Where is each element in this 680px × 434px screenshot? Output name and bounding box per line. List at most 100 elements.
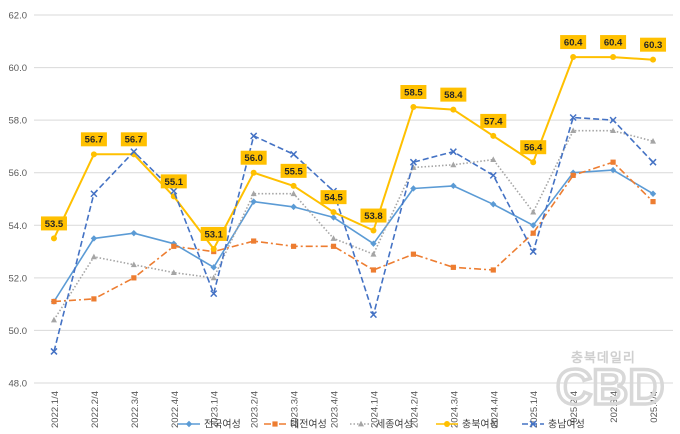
data-point [250,132,258,140]
data-point [171,243,177,249]
y-tick-label: 58.0 [9,116,28,127]
y-tick-label: 60.0 [9,63,28,74]
data-point [370,240,377,247]
data-label-text: 53.1 [204,229,223,240]
data-point [250,169,257,176]
legend-label: 세종여성 [376,419,413,431]
data-label-text: 53.5 [45,219,64,230]
data-point [50,347,58,355]
data-point [529,248,537,256]
data-label: 53.5 [40,216,67,231]
data-label-text: 56.7 [85,135,104,146]
x-tick-label: 2025.1/4 [529,391,540,428]
data-point [650,56,657,63]
data-label-text: 55.5 [284,166,303,177]
data-label: 53.1 [200,226,227,241]
data-point [210,274,217,281]
data-label-box [240,150,267,165]
data-point [51,298,57,305]
data-point [490,201,497,208]
data-label-text: 54.5 [324,193,343,204]
series-세종여성 [50,127,657,323]
x-tick-label: 2022.4/4 [170,391,181,428]
x-tick-label: 2024.2/4 [409,391,420,428]
data-point [250,198,257,205]
data-label-box [480,113,507,128]
y-tick-label: 50.0 [9,326,28,337]
data-point [290,190,297,197]
data-label-text: 60.4 [604,37,623,48]
data-point [610,54,617,61]
data-point [530,208,537,215]
legend-entry: 충북여성 [436,419,499,431]
data-label: 60.3 [640,37,667,52]
data-label: 58.5 [400,85,427,99]
data-label-box [120,132,147,147]
data-label: 56.7 [120,132,147,147]
data-point [410,251,417,257]
x-tick-label: 2022.3/4 [130,391,141,428]
x-tick-label: 2023.2/4 [250,391,261,428]
data-label-box [80,132,107,147]
legend-label: 대전여성 [290,419,327,431]
data-point [358,420,364,427]
data-label-box [440,87,467,102]
series-line [53,116,654,352]
x-tick-label: 025.2/4 [569,391,580,423]
data-point [90,190,98,198]
data-point [650,137,657,144]
data-point [610,159,616,165]
data-point [450,106,457,113]
data-point [290,150,298,158]
data-point [330,243,337,249]
data-point [170,187,178,195]
data-point [210,245,217,252]
data-label-box [40,216,67,231]
x-tick-label: 202.3/4 [609,391,620,423]
y-tick-label: 56.0 [9,168,28,179]
series-전국여성 [50,166,657,305]
watermark-big-text: CBD [556,359,664,415]
data-label-box [360,208,387,223]
data-label-text: 53.8 [364,211,383,222]
data-label-box [200,226,227,241]
data-label: 56.0 [240,150,267,165]
data-point [610,127,617,134]
data-label: 60.4 [600,35,627,50]
x-axis-tick-labels: 2022.1/4 2022.2/4 2022.3/4 2022.4/4 2023.1/4… [50,391,660,428]
data-point [130,229,138,237]
y-tick-label: 62.0 [9,11,28,22]
data-point [370,227,377,234]
data-label-box [400,85,427,99]
data-point [570,127,577,134]
data-label-text: 58.5 [404,87,423,98]
data-point [370,251,377,257]
y-axis-tick-labels: 48.0 50.0 52.0 54.0 56.0 58.0 60.0 62.0 [9,11,28,390]
data-label: 56.4 [520,140,547,155]
data-label: 56.7 [80,132,107,147]
data-point [90,151,97,158]
data-point [131,275,137,281]
data-point [50,316,57,323]
series-line [53,169,654,302]
data-label-text: 57.4 [484,116,503,127]
data-point [369,311,377,319]
data-point [290,203,297,211]
legend: 전국여성 대전여성 세종여성 충북여성 충남여성 [178,419,585,431]
data-point [529,420,537,428]
data-point [649,158,657,166]
data-point [570,172,576,178]
legend-label: 충북여성 [462,419,499,431]
data-label-text: 56.7 [125,135,144,146]
series-line [53,161,654,303]
data-point [185,420,193,428]
data-point [530,222,537,229]
data-point [570,54,577,61]
x-tick-label: 2023.4/4 [330,391,341,428]
x-tick-label: 2024.4/4 [489,391,500,428]
legend-label: 충남여성 [548,419,585,431]
data-point [170,269,177,275]
data-point [330,209,337,216]
